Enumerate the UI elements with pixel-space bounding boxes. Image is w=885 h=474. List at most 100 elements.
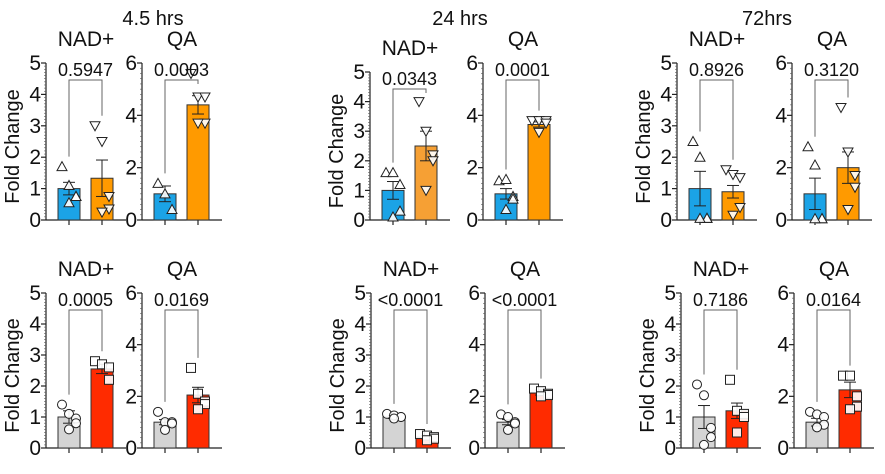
data-point-square: [852, 391, 862, 402]
panel-4: QA 0 2 4 6 0.0001: [466, 28, 563, 232]
data-point-circle: [812, 422, 822, 433]
y-tick-label: 6: [125, 52, 137, 75]
y-tick-label: 4: [354, 313, 366, 336]
data-point-circle: [64, 408, 74, 419]
data-point-triangle-down: [96, 207, 108, 219]
y-tick-label: 5: [353, 61, 365, 84]
data-point-circle: [389, 413, 399, 424]
data-point-triangle-up: [816, 212, 828, 224]
p-value-label: 0.0003: [154, 60, 209, 80]
data-point-square: [193, 404, 203, 415]
data-point-triangle-down: [734, 173, 746, 184]
data-point-circle: [699, 439, 709, 450]
panel-title: NAD+: [58, 258, 115, 281]
panel-title: NAD+: [58, 28, 115, 51]
data-point-triangle-up: [507, 193, 519, 204]
p-value-label: 0.0164: [806, 290, 861, 310]
p-value-label: <0.0001: [492, 290, 558, 310]
data-point-triangle-down: [842, 147, 854, 158]
y-axis-label: Fold Change: [326, 94, 348, 209]
y-tick-label: 2: [353, 150, 365, 173]
significance-bracket: [507, 309, 542, 405]
y-tick-label: 5: [29, 52, 41, 75]
significance-bracket: [68, 309, 103, 395]
data-point-triangle-up: [387, 166, 399, 178]
y-tick-label: 4: [125, 104, 137, 127]
data-point-triangle-down: [540, 118, 552, 130]
y-tick-label: 0: [353, 209, 365, 232]
y-tick-label: 1: [660, 178, 672, 201]
panel-title: NAD+: [382, 37, 439, 60]
significance-bracket: [164, 309, 199, 402]
data-point-circle: [57, 399, 67, 410]
panel-title: NAD+: [383, 258, 440, 281]
y-tick-label: 4: [664, 313, 676, 336]
data-point-circle: [503, 412, 513, 422]
y-tick-label: 6: [775, 52, 787, 75]
y-tick-label: 3: [29, 344, 41, 367]
data-point-triangle-up: [166, 203, 178, 215]
y-tick-label: 2: [125, 385, 137, 408]
p-value-label: 0.3120: [804, 60, 859, 80]
data-point-triangle-up: [70, 190, 82, 201]
data-point-triangle-down: [427, 150, 439, 161]
y-tick-label: 2: [468, 385, 480, 408]
significance-bracket: [505, 79, 540, 170]
data-point-triangle-up: [809, 212, 821, 224]
data-point-triangle-up: [63, 196, 75, 208]
y-tick-label: 0: [125, 209, 137, 232]
y-tick-label: 4: [466, 104, 478, 127]
y-tick-label: 1: [353, 179, 365, 202]
data-point-triangle-up: [701, 212, 713, 223]
data-point-circle: [153, 406, 163, 417]
y-tick-label: 1: [29, 178, 41, 201]
data-point-triangle-up: [159, 187, 171, 199]
y-tick-label: 2: [660, 146, 672, 169]
y-tick-label: 0: [354, 437, 366, 460]
data-point-triangle-up: [394, 205, 406, 216]
data-point-triangle-up: [394, 178, 406, 189]
data-point-circle: [706, 422, 716, 433]
y-tick-label: 2: [775, 157, 787, 180]
panel-title: QA: [167, 258, 197, 281]
y-tick-label: 3: [660, 115, 672, 138]
panel-title: NAD+: [689, 28, 746, 51]
panel-title: QA: [508, 28, 538, 51]
y-tick-label: 3: [29, 115, 41, 138]
data-point-triangle-up: [500, 173, 512, 184]
data-point-triangle-down: [199, 118, 211, 130]
data-point-triangle-down: [842, 205, 854, 216]
data-point-triangle-up: [809, 159, 821, 170]
y-tick-label: 0: [775, 209, 787, 232]
panel-6: QA 0 2 4 6 0.3120: [775, 28, 872, 232]
p-value-label: 0.0169: [154, 290, 209, 310]
y-tick-label: 6: [466, 52, 478, 75]
y-tick-label: 4: [29, 313, 41, 336]
bar-orange: [527, 123, 551, 221]
y-tick-label: 0: [777, 437, 789, 460]
y-tick-label: 5: [354, 282, 366, 305]
data-point-square: [739, 412, 749, 422]
y-tick-label: 1: [29, 406, 41, 429]
y-tick-label: 3: [664, 344, 676, 367]
data-point-triangle-up: [63, 179, 75, 190]
data-point-circle: [699, 390, 709, 401]
y-tick-label: 0: [29, 209, 41, 232]
panel-title: QA: [817, 28, 847, 51]
y-tick-label: 4: [468, 334, 480, 357]
y-tick-label: 4: [125, 334, 137, 357]
data-point-square: [104, 374, 114, 385]
panel-title: QA: [510, 258, 540, 281]
y-tick-label: 4: [775, 104, 787, 127]
data-point-square: [104, 362, 114, 373]
panel-12: QA 0 2 4 6 0.0164: [777, 258, 874, 460]
y-tick-label: 2: [777, 385, 789, 408]
data-point-triangle-down: [192, 92, 204, 104]
data-point-triangle-up: [802, 140, 814, 152]
p-value-label: 0.0343: [382, 69, 437, 89]
data-point-triangle-down: [835, 102, 847, 114]
